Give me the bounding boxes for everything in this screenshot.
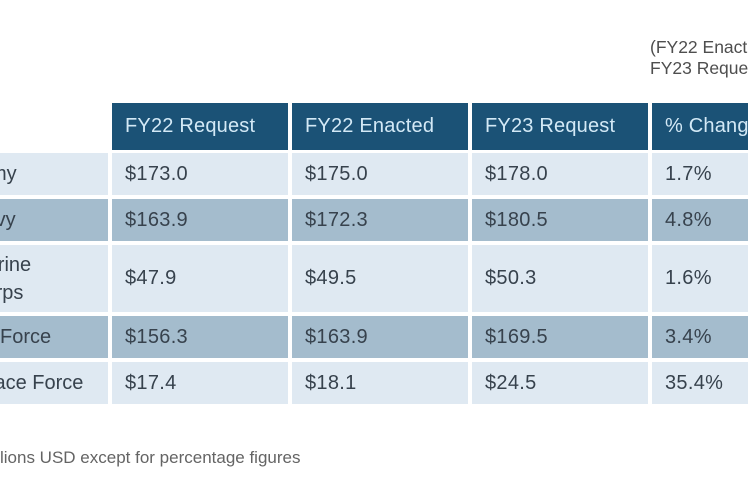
space-force-fy22-request: $17.4 [112,362,288,404]
air-force-pct-change: 3.4% [652,316,748,358]
column-header-fy22-request: FY22 Request [112,103,288,150]
army-fy22-enacted: $175.0 [292,153,468,195]
table-row-marine-corps: Marine Corps $47.9 $49.5 $50.3 1.6% [0,245,748,312]
table-header-row: FY22 Request FY22 Enacted FY23 Request %… [0,103,748,150]
chart-annotation: (FY22 Enacted FY23 Request [650,37,748,79]
air-force-fy23-request: $169.5 [472,316,648,358]
space-force-fy22-enacted: $18.1 [292,362,468,404]
army-pct-change: 1.7% [652,153,748,195]
table-caption: lions USD except for percentage figures [0,448,301,467]
army-fy22-request: $173.0 [112,153,288,195]
navy-fy22-enacted: $172.3 [292,199,468,241]
row-label-marine-corps: Marine Corps [0,245,108,312]
navy-fy23-request: $180.5 [472,199,648,241]
space-force-pct-change: 35.4% [652,362,748,404]
marine-corps-pct-change: 1.6% [652,245,748,312]
annotation-line-1: (FY22 Enacted [650,37,748,57]
marine-corps-fy22-request: $47.9 [112,245,288,312]
budget-table: FY22 Request FY22 Enacted FY23 Request %… [0,103,748,408]
row-label-space-force: Space Force [0,362,108,404]
column-header-pct-change: % Change [652,103,748,150]
air-force-fy22-enacted: $163.9 [292,316,468,358]
table-row-air-force: Air Force $156.3 $163.9 $169.5 3.4% [0,316,748,358]
header-spacer [0,103,108,150]
army-fy23-request: $178.0 [472,153,648,195]
column-header-fy22-enacted: FY22 Enacted [292,103,468,150]
row-label-navy: Navy [0,199,108,241]
table-row-space-force: Space Force $17.4 $18.1 $24.5 35.4% [0,362,748,404]
navy-pct-change: 4.8% [652,199,748,241]
marine-corps-fy23-request: $50.3 [472,245,648,312]
row-label-army: Army [0,153,108,195]
row-label-air-force: Air Force [0,316,108,358]
annotation-line-2: FY23 Request [650,58,748,78]
navy-fy22-request: $163.9 [112,199,288,241]
space-force-fy23-request: $24.5 [472,362,648,404]
marine-corps-fy22-enacted: $49.5 [292,245,468,312]
table-row-navy: Navy $163.9 $172.3 $180.5 4.8% [0,199,748,241]
table-row-army: Army $173.0 $175.0 $178.0 1.7% [0,153,748,195]
air-force-fy22-request: $156.3 [112,316,288,358]
column-header-fy23-request: FY23 Request [472,103,648,150]
